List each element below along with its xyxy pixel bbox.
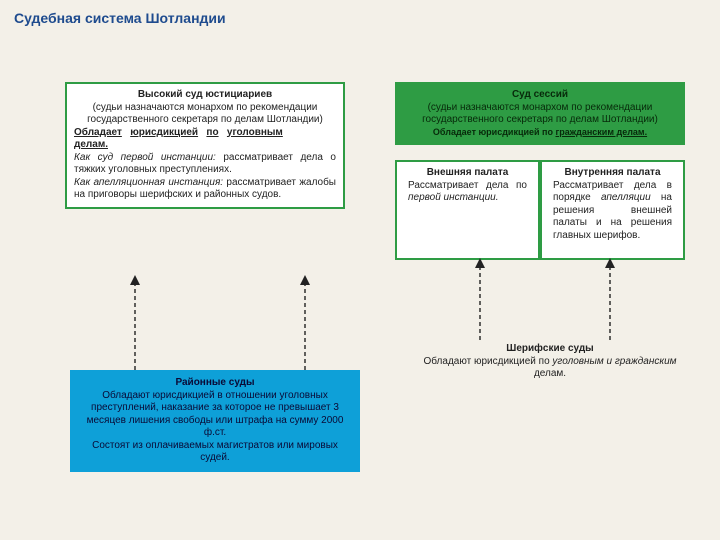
sheriff-bi: уголовным и гражданским [552, 356, 676, 367]
district-body: Обладают юрисдикцией в отношении уголовн… [87, 390, 344, 464]
session-jur-b: гражданским делам. [556, 127, 648, 137]
high-court-sub: (судьи назначаются монархом по рекоменда… [74, 102, 336, 127]
high-court-jur: Обладает юрисдикцией по уголовным делам. [74, 127, 336, 152]
district-heading: Районные суды [175, 377, 254, 388]
hc-w1: Обладает [74, 127, 122, 138]
outer-b2: первой инстанции. [408, 192, 499, 203]
hc-p1a: Как суд первой инстанции: [74, 152, 216, 163]
session-jur-a: Обладает юрисдикцией по [433, 127, 556, 137]
sheriff-b2: делам. [534, 368, 566, 379]
hc-w2: юрисдикцией [130, 127, 198, 138]
box-high-court: Высокий суд юстициариев (судьи назначают… [65, 82, 345, 209]
hc-p2a: Как апелляционная инстанция: [74, 177, 223, 188]
outer-body: Рассматривает дела по первой инстанции. [404, 180, 531, 205]
sheriff-body: Обладают юрисдикцией по уголовным и граж… [423, 356, 676, 380]
high-court-p2: Как апелляционная инстанция: рассматрива… [74, 177, 336, 202]
hc-w5: делам. [74, 139, 108, 150]
box-inner-chamber: Внутренняя палата Рассматривает дела в п… [540, 160, 685, 260]
box-district-courts: Районные суды Обладают юрисдикцией в отн… [70, 370, 360, 472]
sheriff-heading: Шерифские суды [506, 343, 593, 354]
box-outer-chamber: Внешняя палата Рассматривает дела по пер… [395, 160, 540, 260]
inner-bi: апелляции [601, 192, 651, 203]
session-heading: Суд сессий [512, 89, 568, 100]
high-court-heading: Высокий суд юстициариев [138, 89, 272, 100]
box-sheriff-courts: Шерифские суды Обладают юрисдикцией по у… [400, 338, 700, 386]
outer-heading: Внешняя палата [427, 167, 509, 178]
hc-w3: по [206, 127, 218, 138]
inner-heading: Внутренняя палата [564, 167, 660, 178]
high-court-p1: Как суд первой инстанции: рассматривает … [74, 152, 336, 177]
session-sub: (судьи назначаются монархом по рекоменда… [404, 102, 676, 127]
outer-b1: Рассматривает дела по [408, 180, 527, 191]
hc-w4: уголовным [227, 127, 283, 138]
page-title: Судебная система Шотландии [14, 10, 226, 26]
inner-body: Рассматривает дела в порядке апелляции н… [549, 180, 676, 243]
sheriff-b1: Обладают юрисдикцией по [423, 356, 552, 367]
box-session-court: Суд сессий (судьи назначаются монархом п… [395, 82, 685, 145]
session-jur: Обладает юрисдикцией по гражданским дела… [404, 127, 676, 138]
